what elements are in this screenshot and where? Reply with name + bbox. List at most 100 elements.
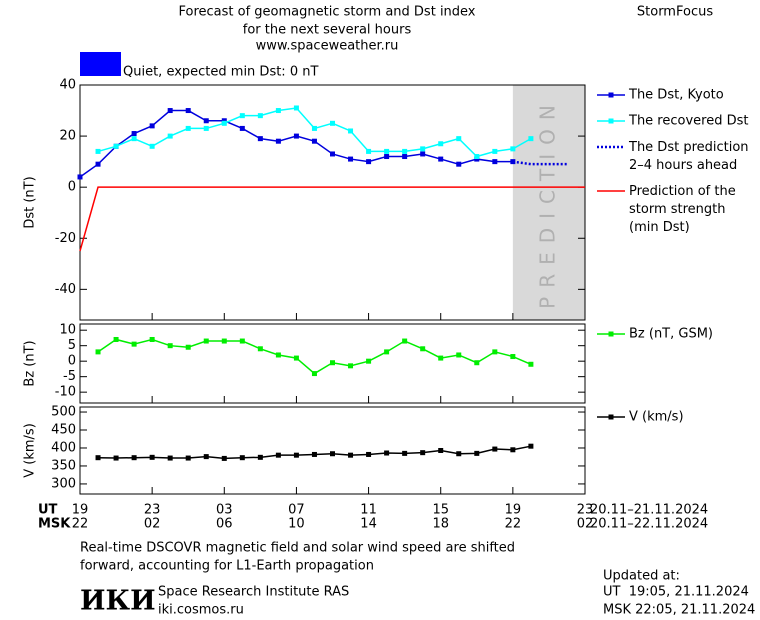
series-marker bbox=[402, 154, 408, 160]
logo: ИКИ bbox=[80, 586, 156, 617]
series-marker bbox=[492, 446, 498, 452]
series-marker bbox=[528, 443, 534, 449]
x-tick-label: 03 bbox=[216, 503, 233, 518]
series-marker bbox=[402, 148, 408, 154]
series-marker bbox=[330, 120, 335, 126]
series-marker bbox=[95, 148, 101, 154]
series-marker bbox=[384, 349, 390, 355]
series-marker bbox=[149, 123, 155, 129]
row-label: UT bbox=[38, 503, 58, 518]
series-marker bbox=[348, 452, 354, 458]
prediction-label: PREDICTION bbox=[535, 96, 559, 309]
status-text: Quiet, expected min Dst: 0 nT bbox=[123, 65, 318, 80]
series-marker bbox=[402, 450, 408, 456]
x-tick-label: 23 bbox=[577, 503, 594, 518]
series-marker bbox=[474, 360, 480, 366]
status-swatch bbox=[80, 52, 121, 76]
y-tick-label: 10 bbox=[59, 323, 76, 338]
institute-url: iki.cosmos.ru bbox=[158, 603, 244, 618]
series-marker bbox=[275, 352, 281, 358]
institute: Space Research Institute RAS bbox=[158, 585, 349, 600]
series-marker bbox=[348, 156, 354, 162]
date-range: 20.11–21.11.2024 bbox=[590, 503, 708, 518]
series-marker bbox=[420, 146, 426, 152]
updated-title: Updated at: bbox=[603, 569, 680, 584]
series-marker bbox=[203, 338, 209, 344]
y-tick-label: 300 bbox=[51, 476, 76, 491]
y-tick-label: 20 bbox=[59, 129, 76, 144]
y-tick-label: -10 bbox=[55, 385, 76, 400]
series-marker bbox=[113, 143, 119, 149]
x-tick-label: 19 bbox=[72, 503, 89, 518]
series-marker bbox=[167, 108, 173, 114]
series-marker bbox=[438, 448, 444, 453]
series-marker bbox=[239, 338, 245, 344]
series-marker bbox=[275, 108, 281, 114]
x-tick-label: 19 bbox=[505, 503, 522, 518]
series-marker bbox=[293, 355, 299, 361]
series-marker bbox=[149, 454, 155, 460]
series-marker bbox=[474, 450, 480, 456]
series-marker bbox=[330, 451, 335, 457]
series-marker bbox=[167, 343, 173, 349]
series-marker bbox=[456, 136, 462, 142]
y-tick-label: 350 bbox=[51, 458, 76, 473]
series-marker bbox=[221, 455, 227, 461]
series-marker bbox=[149, 143, 155, 149]
title-line: for the next several hours bbox=[243, 23, 412, 38]
x-tick-label-msk: 02 bbox=[144, 517, 161, 532]
series-marker bbox=[131, 455, 137, 461]
series-marker bbox=[203, 454, 209, 460]
series-marker bbox=[528, 136, 534, 142]
series-marker bbox=[330, 151, 335, 157]
plot-frame bbox=[79, 406, 586, 495]
series-marker bbox=[330, 360, 335, 366]
series-marker bbox=[311, 138, 317, 144]
title-line: Forecast of geomagnetic storm and Dst in… bbox=[178, 5, 475, 20]
series-marker bbox=[510, 354, 516, 360]
series-marker bbox=[167, 455, 173, 461]
series-marker bbox=[257, 454, 263, 460]
legend-marker bbox=[608, 414, 614, 420]
series-marker bbox=[239, 125, 245, 131]
footer-note: Real-time DSCOVR magnetic field and sola… bbox=[80, 541, 515, 556]
x-tick-label: 11 bbox=[360, 503, 377, 518]
x-tick-label-msk: 02 bbox=[577, 517, 594, 532]
series-marker bbox=[384, 154, 390, 160]
x-tick-label-msk: 22 bbox=[72, 517, 89, 532]
series-marker bbox=[384, 450, 390, 456]
y-tick-label: -20 bbox=[55, 231, 76, 246]
series-marker bbox=[366, 159, 372, 165]
series-marker bbox=[293, 133, 299, 139]
brand: StormFocus bbox=[637, 5, 713, 20]
y-axis-label: Bz (nT) bbox=[23, 340, 38, 386]
legend-marker bbox=[608, 331, 614, 337]
series-marker bbox=[293, 105, 299, 111]
legend-label: The Dst prediction 2–4 hours ahead bbox=[628, 140, 749, 173]
x-tick-label: 23 bbox=[144, 503, 161, 518]
series-marker bbox=[293, 452, 299, 458]
legend-label: The Dst, Kyoto bbox=[628, 88, 724, 103]
series-marker bbox=[456, 451, 462, 457]
series-marker bbox=[95, 161, 101, 167]
series-marker bbox=[77, 174, 83, 180]
x-tick-label: 15 bbox=[432, 503, 449, 518]
y-tick-label: -40 bbox=[55, 282, 76, 297]
y-tick-label: 450 bbox=[51, 423, 76, 438]
prediction-zone bbox=[512, 85, 585, 320]
x-tick-label-msk: 10 bbox=[288, 517, 305, 532]
series-marker bbox=[221, 120, 227, 126]
x-tick-label: 07 bbox=[288, 503, 305, 518]
y-tick-label: 500 bbox=[51, 405, 76, 420]
series-marker bbox=[456, 161, 462, 167]
series-marker bbox=[456, 352, 462, 358]
series-marker bbox=[185, 344, 191, 350]
series-marker bbox=[366, 148, 372, 154]
series-marker bbox=[311, 125, 317, 131]
series-marker bbox=[131, 341, 137, 347]
x-tick-label-msk: 18 bbox=[432, 517, 449, 532]
series-marker bbox=[311, 451, 317, 457]
series-marker bbox=[438, 355, 444, 361]
series-marker bbox=[420, 151, 426, 157]
